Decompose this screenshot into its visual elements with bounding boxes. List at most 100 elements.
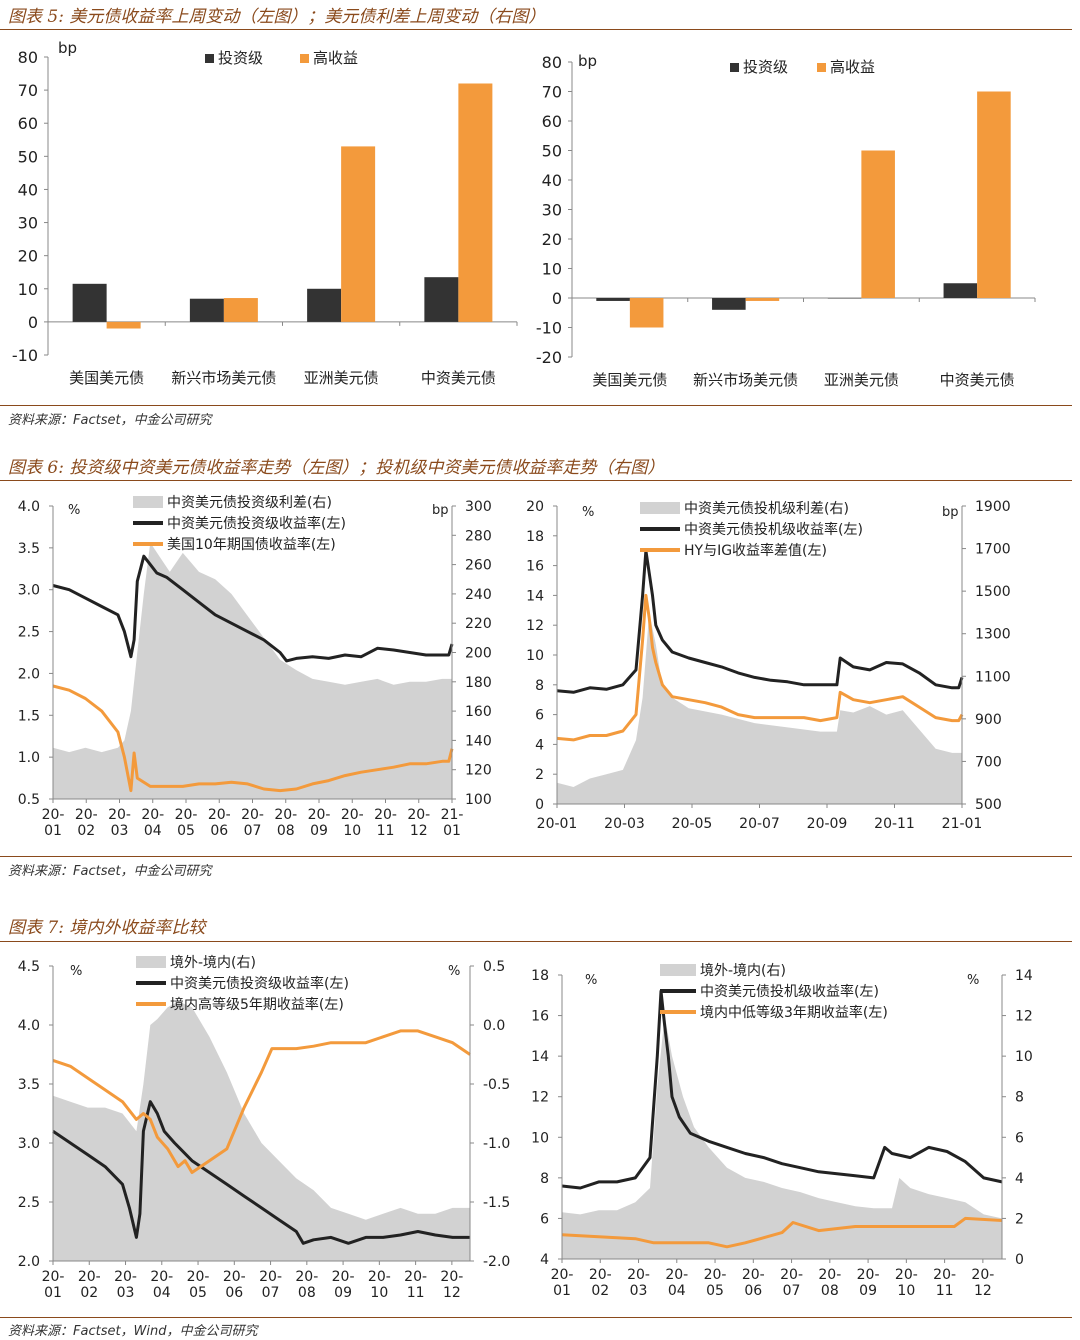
bar-high-yield [106,321,141,329]
y-right-tick-label: -0.5 [483,1077,510,1093]
x-tick-label-year: 20- [223,1269,246,1285]
x-tick-label-month: 05 [189,1285,207,1301]
x-tick-label-month: 11 [936,1283,954,1299]
bar-chart-spread-change: -20 -10 0 10 20 30 40 50 60 70 80 bp 美国美元债 新兴市场美元债 亚洲美… [536,52,1036,389]
legend-label: 中资美元债投机级利差(右) [684,501,849,517]
x-tick-label-month: 04 [144,823,162,839]
line-chart-onshore-offshore-ig: 2.0 2.5 3.0 3.5 4.0 4.5 -2.0 -1.5 -1.0 -0.5 0.0 0.5… [18,955,511,1301]
y-left-tick-label: 3.5 [18,541,40,557]
y-tick-label: 10 [18,280,38,299]
x-tick-label-year: 20- [971,1267,994,1283]
source-note: 资料来源：Factset，Wind，中金公司研究 [8,1324,258,1339]
y-tick-label: 40 [18,180,38,199]
section-title-figure5: 图表 5: 美元债收益率上周变动（左图）；美元债利差上周变动（右图） [8,7,546,27]
y-tick-label: 60 [18,114,38,133]
y-right-tick-label: 10 [1015,1049,1033,1065]
y-left-tick-label: 14 [531,1049,549,1065]
bar-high-yield [223,298,258,322]
spread-area [53,542,452,799]
y-right-tick-label: 14 [1015,968,1033,984]
y-tick-label: 80 [18,48,38,67]
y-right-tick-label: 160 [465,704,492,720]
x-tick-label-year: 20- [274,807,297,823]
comparison-line [556,593,964,742]
x-tick-label-year: 20- [780,1267,803,1283]
x-tick-label-year: 21- [441,807,464,823]
legend-swatch [817,63,826,72]
x-category-label: 中资美元债 [421,369,496,387]
x-tick-label-year: 20- [208,807,231,823]
y-axis-unit: bp [58,39,77,57]
x-tick-label-month: 02 [591,1283,609,1299]
y-left-tick-label: 8 [535,678,544,694]
y-right-tick-label: 1100 [975,669,1011,685]
y-left-tick-label: 16 [531,1009,549,1025]
y-left-tick-label: 3.0 [18,583,40,599]
y-right-tick-label: 500 [975,797,1002,813]
x-tick-label-month: 06 [225,1285,243,1301]
x-tick-label-year: 20- [108,807,131,823]
x-tick-label-month: 06 [210,823,228,839]
y-left-tick-label: 18 [531,968,549,984]
x-tick-label-year: 20- [407,807,430,823]
x-tick-label-year: 20- [374,807,397,823]
x-tick-label-month: 06 [744,1283,762,1299]
x-tick-label-month: 09 [310,823,328,839]
x-tick-label-month: 10 [370,1285,388,1301]
x-tick-label-year: 20- [818,1267,841,1283]
y-right-tick-label: 0 [1015,1252,1024,1268]
x-tick-label: 21-01 [942,816,983,832]
y-tick-label: 0 [552,289,562,308]
y-right-tick-label: 140 [465,733,492,749]
section-title-figure6: 图表 6: 投资级中资美元债收益率走势（左图）；投机级中资美元债收益率走势（右图… [8,458,665,478]
x-category-label: 美国美元债 [69,369,144,387]
x-tick-label: 20-01 [537,816,578,832]
legend-swatch [205,54,214,63]
title-rule [0,480,1072,481]
x-tick-label-year: 20- [440,1269,463,1285]
legend-swatch-area [640,502,680,514]
bar-investment-grade [943,283,978,298]
x-tick-label-month: 10 [897,1283,915,1299]
x-tick-label-year: 20- [259,1269,282,1285]
usd-bond-yield-line [52,554,454,663]
source-rule [0,1317,1072,1318]
legend-label: 中资美元债投机级收益率(左) [700,983,879,1000]
x-tick-label-year: 20- [332,1269,355,1285]
x-tick-label-year: 20- [175,807,198,823]
spread-area [557,612,962,804]
legend-label: 投资级 [743,58,788,76]
y-tick-label: -20 [536,348,562,367]
legend-label: 境外-境内(右) [170,955,256,971]
x-tick-label-year: 20- [308,807,331,823]
y-right-tick-label: -2.0 [483,1254,510,1270]
y-tick-label: 40 [542,171,562,190]
comparison-line [52,684,454,793]
y-right-tick-label: 700 [975,754,1002,770]
y-right-tick-label: -1.0 [483,1136,510,1152]
source-note: 资料来源：Factset，中金公司研究 [8,864,212,879]
x-tick-label-year: 20- [187,1269,210,1285]
x-tick-label-month: 01 [44,1285,62,1301]
y-axis-unit: bp [578,52,597,70]
y-right-tick-label: 120 [465,763,492,779]
x-tick-label-year: 20- [295,1269,318,1285]
y-left-tick-label: 2.5 [18,1195,40,1211]
x-tick-label: 20-11 [874,816,915,832]
x-tick-label-year: 20- [933,1267,956,1283]
legend-label: HY与IG收益率差值(左) [684,542,827,559]
x-tick-label-month: 01 [443,823,461,839]
y-right-unit: % [967,973,979,988]
usd-bond-yield-line [561,989,1003,1190]
y-right-tick-label: 280 [465,528,492,544]
y-left-tick-label: 10 [531,1130,549,1146]
y-right-tick-label: 12 [1015,1009,1033,1025]
y-left-tick-label: 6 [540,1211,549,1227]
x-tick-label-year: 20- [42,807,65,823]
x-tick-label-month: 08 [277,823,295,839]
x-tick-label-month: 08 [298,1285,316,1301]
y-left-tick-label: 4.0 [18,1018,40,1034]
bar-high-yield [977,91,1011,298]
x-tick-label-month: 03 [111,823,129,839]
